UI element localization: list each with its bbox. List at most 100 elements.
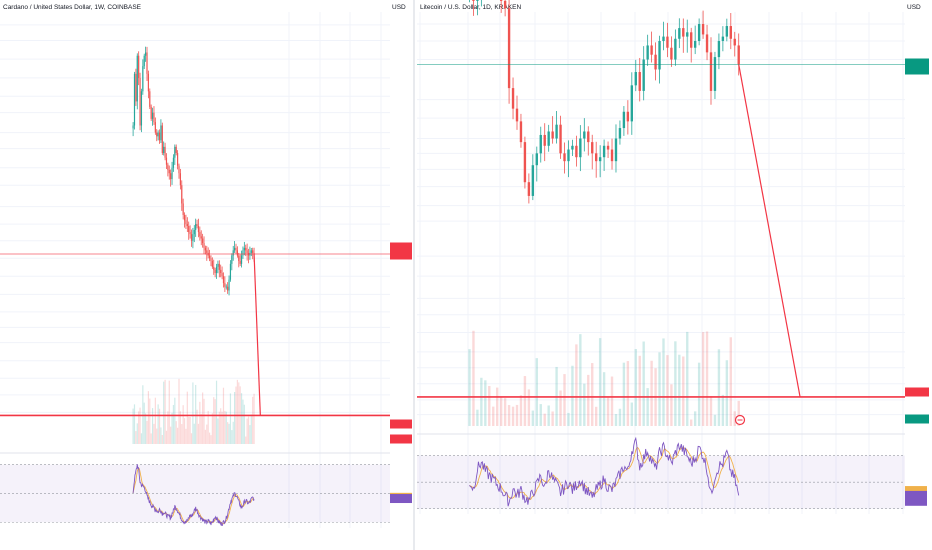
candle-body — [145, 52, 147, 56]
volume-bar — [253, 393, 255, 444]
volume-bar — [571, 365, 574, 426]
candle-body — [142, 66, 144, 92]
candle-body — [507, 8, 511, 89]
candle-body — [499, 0, 503, 1]
candle-body — [221, 273, 223, 277]
candle-body — [160, 125, 162, 141]
candle-body — [242, 250, 244, 256]
candle-body — [240, 255, 243, 264]
volume-bar — [208, 432, 211, 444]
rsi-band — [0, 464, 390, 523]
candle-body — [206, 250, 208, 253]
volume-bar — [188, 416, 190, 444]
volume-bar — [154, 397, 156, 444]
volume-bar — [693, 411, 697, 426]
volume-bar — [591, 363, 594, 426]
candle-body — [197, 226, 200, 233]
projection-line — [253, 253, 261, 416]
candle-body — [199, 232, 201, 237]
candle-body — [709, 52, 713, 91]
candle-body — [503, 0, 507, 9]
candle-body — [583, 131, 586, 139]
volume-bar — [163, 381, 165, 444]
candle-body — [253, 252, 255, 255]
price-badge — [905, 414, 929, 424]
volume-bar — [678, 354, 681, 426]
volume-bar — [186, 391, 188, 444]
volume-bar — [146, 420, 148, 444]
volume-bar — [247, 416, 250, 444]
volume-bar — [225, 411, 227, 444]
volume-bar — [174, 397, 176, 444]
volume-bar — [220, 408, 222, 444]
candle-body — [163, 146, 165, 154]
candle-body — [690, 32, 693, 48]
candle-body — [135, 73, 137, 102]
volume-bar — [229, 393, 232, 444]
price-badge — [390, 242, 412, 252]
volume-bar — [133, 404, 136, 444]
volume-bar — [178, 378, 180, 444]
volume-bar — [196, 409, 198, 444]
volume-bar — [199, 401, 201, 444]
litecoin-chart[interactable]: Litecoin / U.S. Dollar, 1D, KRAKEN USD — [417, 0, 929, 514]
volume-bar — [674, 341, 677, 426]
volume-bar — [140, 433, 143, 444]
volume-bar — [168, 380, 170, 444]
litecoin-projection — [417, 64, 905, 398]
volume-bar — [523, 376, 527, 426]
volume-bar — [650, 360, 653, 426]
volume-bar — [606, 397, 610, 426]
volume-bar — [227, 422, 229, 444]
candle-body — [551, 131, 554, 139]
volume-bar — [203, 398, 205, 444]
volume-bar — [213, 397, 215, 444]
candle-body — [729, 26, 732, 39]
volume-bar — [717, 349, 721, 426]
volume-bar — [646, 388, 649, 426]
candle-body — [725, 26, 729, 37]
candle-body — [666, 36, 669, 48]
alert-icon[interactable] — [734, 414, 746, 426]
candle-body — [511, 88, 515, 109]
candle-body — [594, 153, 598, 162]
volume-bar — [630, 402, 634, 426]
rsi-line — [132, 464, 255, 527]
volume-bar — [171, 412, 173, 444]
candle-body — [213, 266, 215, 270]
candle-body — [626, 111, 630, 122]
candle-body — [133, 73, 136, 126]
volume-bar — [642, 341, 645, 426]
cardano-chart[interactable]: Cardano / United States Dollar, 1W, COIN… — [0, 4, 412, 528]
candle-body — [563, 153, 566, 162]
candle-body — [161, 125, 163, 154]
candle-body — [222, 276, 225, 284]
volume-bar — [602, 372, 606, 426]
candle-body — [211, 261, 213, 267]
candle-body — [539, 134, 542, 154]
candle-body — [591, 142, 594, 154]
candle-body — [153, 112, 155, 123]
volume-bar — [246, 418, 248, 444]
volume-bar — [164, 379, 166, 444]
volume-bar — [218, 411, 220, 444]
candle-body — [178, 165, 180, 174]
candle-body — [713, 57, 717, 91]
candle-body — [151, 112, 154, 119]
volume-bar — [515, 404, 519, 426]
volume-bar — [197, 423, 200, 444]
volume-bar — [179, 411, 181, 444]
candle-body — [170, 173, 172, 180]
candle-body — [228, 279, 230, 291]
volume-bar — [135, 431, 137, 444]
volume-bar — [488, 385, 491, 426]
volume-bar — [234, 392, 236, 444]
cardano-candles — [132, 46, 255, 296]
candle-body — [733, 38, 736, 46]
volume-bar — [543, 413, 546, 426]
volume-bar — [172, 404, 175, 444]
candle-body — [670, 47, 673, 60]
candle-body — [547, 131, 550, 146]
